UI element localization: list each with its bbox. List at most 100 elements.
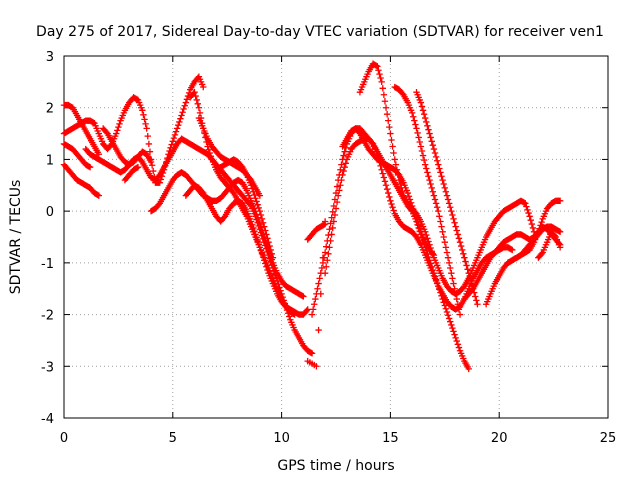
data-point-marker bbox=[467, 277, 475, 285]
data-point-marker bbox=[428, 248, 435, 255]
data-point-marker bbox=[448, 321, 455, 329]
data-point-marker bbox=[134, 163, 142, 171]
data-point-marker bbox=[437, 218, 444, 225]
data-point-marker bbox=[379, 85, 386, 92]
data-point-marker bbox=[183, 96, 191, 103]
data-point-marker bbox=[172, 128, 180, 135]
data-point-marker bbox=[115, 123, 122, 131]
data-point-marker bbox=[556, 197, 564, 204]
data-point-marker bbox=[414, 129, 421, 137]
data-point-marker bbox=[381, 178, 389, 185]
data-point-marker bbox=[260, 223, 268, 230]
data-point-marker bbox=[524, 206, 531, 214]
data-point-marker bbox=[445, 315, 453, 322]
data-point-marker bbox=[380, 91, 388, 98]
data-point-marker bbox=[308, 350, 316, 357]
data-point-marker bbox=[449, 275, 456, 282]
data-point-marker bbox=[417, 99, 425, 106]
data-point-marker bbox=[451, 285, 458, 292]
data-point-marker bbox=[457, 242, 465, 250]
data-point-marker bbox=[338, 176, 345, 184]
data-point-marker bbox=[314, 285, 321, 292]
data-point-marker bbox=[425, 173, 432, 180]
data-point-marker bbox=[308, 311, 316, 318]
data-point-marker bbox=[412, 209, 419, 216]
data-point-marker bbox=[436, 213, 443, 220]
data-point-marker bbox=[238, 162, 245, 170]
data-point-marker bbox=[429, 251, 437, 258]
data-point-marker bbox=[258, 215, 266, 223]
data-point-marker bbox=[438, 223, 445, 230]
data-point-marker bbox=[332, 205, 340, 212]
data-point-marker bbox=[433, 157, 441, 164]
data-point-marker bbox=[449, 211, 456, 219]
data-point-marker bbox=[386, 123, 393, 131]
data-point-marker bbox=[195, 104, 203, 111]
data-point-marker bbox=[256, 207, 264, 215]
chart-title: Day 275 of 2017, Sidereal Day-to-day VTE… bbox=[36, 24, 604, 40]
data-point-marker bbox=[171, 131, 179, 139]
data-point-marker bbox=[386, 193, 393, 201]
data-point-marker bbox=[321, 218, 329, 225]
data-point-marker bbox=[452, 223, 459, 230]
data-point-marker bbox=[252, 195, 259, 202]
data-point-marker bbox=[177, 115, 184, 122]
data-point-marker bbox=[257, 211, 265, 219]
x-tick-label: 15 bbox=[382, 431, 399, 446]
data-point-marker bbox=[464, 266, 471, 273]
data-point-marker bbox=[450, 215, 457, 223]
data-point-marker bbox=[207, 152, 215, 160]
data-point-marker bbox=[155, 173, 162, 180]
data-point-marker bbox=[526, 213, 533, 220]
data-point-marker bbox=[333, 198, 341, 206]
y-tick-label: -2 bbox=[41, 309, 54, 324]
y-tick-label: -3 bbox=[41, 360, 54, 375]
data-point-marker bbox=[170, 134, 178, 142]
data-point-marker bbox=[338, 161, 345, 168]
data-point-marker bbox=[537, 222, 544, 229]
data-point-marker bbox=[142, 120, 149, 128]
data-point-marker bbox=[398, 184, 405, 192]
data-point-marker bbox=[448, 270, 455, 277]
data-point-marker bbox=[393, 166, 401, 173]
data-point-marker bbox=[266, 242, 273, 250]
data-point-marker bbox=[448, 207, 455, 215]
data-point-marker bbox=[466, 273, 474, 281]
data-point-marker bbox=[198, 188, 206, 195]
data-point-marker bbox=[424, 169, 431, 176]
data-point-marker bbox=[455, 306, 463, 313]
data-point-marker bbox=[433, 204, 441, 211]
data-point-marker bbox=[336, 187, 343, 194]
data-point-marker bbox=[432, 153, 440, 161]
data-point-marker bbox=[265, 238, 272, 246]
data-point-marker bbox=[378, 78, 385, 86]
data-point-marker bbox=[382, 104, 390, 111]
data-point-marker bbox=[303, 307, 310, 314]
data-point-marker bbox=[399, 90, 406, 97]
data-point-marker bbox=[445, 200, 453, 207]
data-point-marker bbox=[437, 169, 444, 176]
y-tick-label: -4 bbox=[41, 412, 54, 427]
data-point-marker bbox=[441, 184, 448, 192]
data-point-marker bbox=[415, 222, 422, 229]
data-point-marker bbox=[438, 173, 445, 180]
data-point-marker bbox=[429, 142, 437, 149]
data-point-marker bbox=[327, 220, 334, 227]
data-point-marker bbox=[425, 126, 432, 133]
data-point-marker bbox=[415, 134, 422, 141]
data-point-marker bbox=[95, 192, 103, 199]
data-point-marker bbox=[264, 235, 271, 242]
data-point-marker bbox=[390, 207, 397, 214]
data-point-marker bbox=[443, 249, 451, 256]
data-point-marker bbox=[412, 121, 419, 128]
data-point-marker bbox=[408, 109, 416, 117]
data-point-marker bbox=[389, 204, 396, 211]
x-tick-label: 20 bbox=[491, 431, 508, 446]
data-point-marker bbox=[148, 162, 156, 169]
data-point-marker bbox=[375, 67, 382, 74]
data-point-marker bbox=[381, 98, 389, 105]
data-point-marker bbox=[323, 263, 330, 270]
data-point-marker bbox=[454, 341, 462, 348]
data-point-marker bbox=[462, 258, 469, 265]
data-point-marker bbox=[143, 125, 150, 132]
